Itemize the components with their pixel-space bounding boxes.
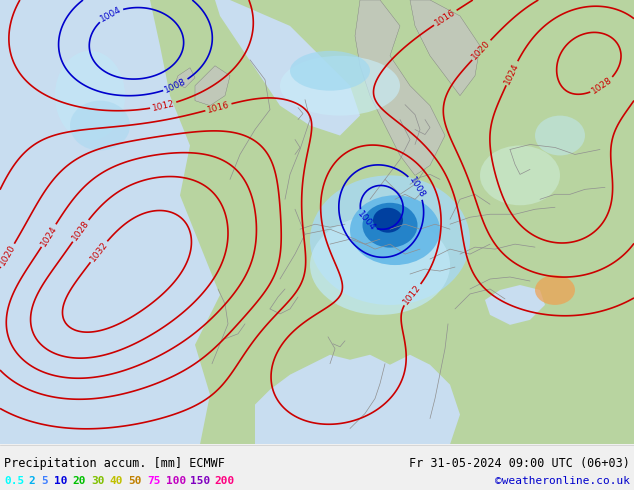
Text: 30: 30 (91, 476, 105, 487)
Ellipse shape (535, 275, 575, 305)
Text: 2: 2 (29, 476, 35, 487)
Polygon shape (215, 0, 360, 136)
Text: Precipitation accum. [mm] ECMWF: Precipitation accum. [mm] ECMWF (4, 457, 225, 470)
Polygon shape (0, 0, 220, 444)
Text: 1004: 1004 (355, 210, 377, 233)
Text: 1016: 1016 (206, 100, 231, 115)
Text: 20: 20 (73, 476, 86, 487)
Text: 1012: 1012 (401, 283, 423, 306)
Text: 0.5: 0.5 (4, 476, 24, 487)
Text: 1016: 1016 (433, 8, 457, 28)
Ellipse shape (310, 215, 450, 315)
Text: 5: 5 (41, 476, 48, 487)
Text: 10: 10 (54, 476, 67, 487)
Text: 150: 150 (190, 476, 210, 487)
Text: 1020: 1020 (0, 243, 17, 268)
Text: 100: 100 (165, 476, 186, 487)
Text: 40: 40 (110, 476, 123, 487)
Ellipse shape (55, 51, 125, 141)
Ellipse shape (350, 196, 440, 265)
Ellipse shape (373, 208, 403, 233)
Text: ©weatheronline.co.uk: ©weatheronline.co.uk (495, 476, 630, 487)
Text: 1024: 1024 (39, 223, 58, 247)
Text: 1020: 1020 (470, 39, 493, 62)
Text: 200: 200 (214, 476, 235, 487)
Text: 1008: 1008 (164, 77, 188, 95)
Ellipse shape (480, 146, 560, 205)
Polygon shape (255, 355, 460, 444)
Text: 1008: 1008 (407, 175, 427, 199)
Polygon shape (0, 0, 634, 444)
Text: 75: 75 (147, 476, 160, 487)
Ellipse shape (310, 175, 470, 305)
Polygon shape (195, 66, 230, 106)
Ellipse shape (280, 56, 400, 116)
Polygon shape (175, 68, 195, 88)
Ellipse shape (70, 100, 130, 150)
Text: 1028: 1028 (590, 75, 614, 96)
Text: 1004: 1004 (98, 5, 123, 24)
Ellipse shape (363, 203, 418, 247)
Text: 1024: 1024 (503, 61, 521, 85)
Text: 1028: 1028 (70, 219, 91, 243)
Ellipse shape (535, 116, 585, 155)
Polygon shape (355, 0, 445, 175)
Polygon shape (410, 0, 480, 96)
Text: Fr 31-05-2024 09:00 UTC (06+03): Fr 31-05-2024 09:00 UTC (06+03) (409, 457, 630, 470)
Polygon shape (485, 285, 545, 325)
Text: 1012: 1012 (151, 98, 176, 113)
Text: 1032: 1032 (88, 240, 110, 264)
Text: 50: 50 (129, 476, 142, 487)
Ellipse shape (290, 51, 370, 91)
